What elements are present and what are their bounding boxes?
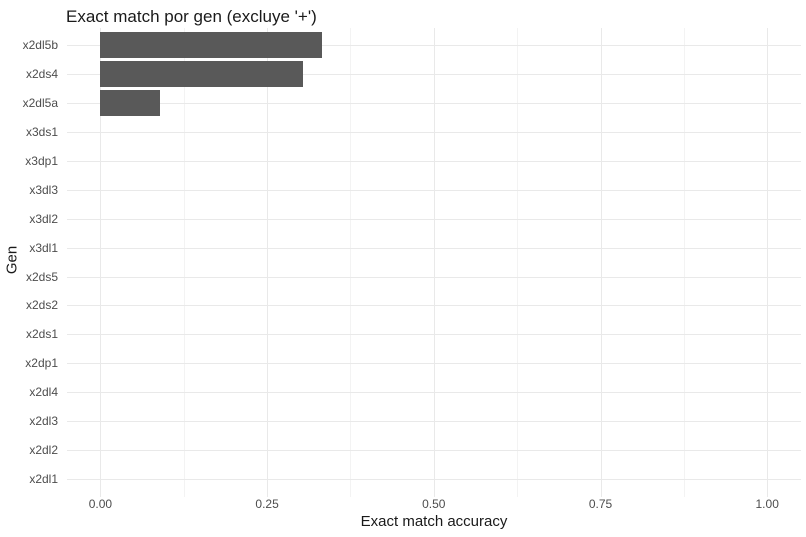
y-tick-label-x3dl3: x3dl3 xyxy=(29,182,58,197)
y-tick-label-x2ds1: x2ds1 xyxy=(25,327,58,342)
grid-line-horizontal xyxy=(67,103,801,105)
bar-x2ds4 xyxy=(100,61,304,88)
grid-line-vertical-major xyxy=(267,28,269,497)
grid-line-horizontal xyxy=(67,218,801,220)
y-tick-label-x3ds1: x3ds1 xyxy=(25,125,58,139)
grid-line-horizontal xyxy=(67,45,801,47)
grid-line-vertical-minor xyxy=(683,28,685,497)
x-tick-label-1.00: 1.00 xyxy=(755,497,779,511)
grid-line-horizontal xyxy=(67,363,801,365)
plot-panel xyxy=(67,28,801,497)
y-tick-label-x2dl2: x2dl2 xyxy=(29,442,58,457)
y-tick-label-x3dp1: x3dp1 xyxy=(25,153,58,168)
grid-line-vertical-major xyxy=(767,28,769,497)
grid-line-horizontal xyxy=(67,421,801,422)
bar-x2dl5a xyxy=(100,90,161,117)
grid-line-vertical-major xyxy=(100,28,102,497)
y-tick-label-x2dl1: x2dl1 xyxy=(29,471,58,486)
grid-line-horizontal xyxy=(67,334,801,336)
grid-line-horizontal xyxy=(67,160,801,162)
grid-line-horizontal xyxy=(67,189,801,191)
grid-line-vertical-major xyxy=(433,28,435,497)
grid-line-horizontal xyxy=(67,478,801,480)
y-tick-label-x2dl3: x2dl3 xyxy=(29,414,58,428)
y-tick-label-x3dl2: x3dl2 xyxy=(29,211,58,226)
y-tick-label-x2ds4: x2ds4 xyxy=(25,67,58,82)
y-tick-label-x2ds5: x2ds5 xyxy=(25,269,58,284)
y-tick-label-x2ds2: x2ds2 xyxy=(25,298,58,313)
grid-line-horizontal xyxy=(67,74,801,76)
x-tick-label-0.75: 0.75 xyxy=(588,497,613,511)
y-tick-label-x2dl5b: x2dl5b xyxy=(22,38,58,53)
grid-line-horizontal xyxy=(67,392,801,394)
grid-line-vertical-minor xyxy=(183,28,185,497)
grid-line-vertical-minor xyxy=(350,28,352,497)
x-tick-label-0.25: 0.25 xyxy=(255,497,279,511)
y-tick-label-x2dp1: x2dp1 xyxy=(25,356,58,371)
grid-line-horizontal xyxy=(67,449,801,451)
chart-title: Exact match por gen (excluye '+') xyxy=(66,7,317,26)
y-tick-label-x2dl4: x2dl4 xyxy=(29,385,58,400)
grid-line-horizontal xyxy=(67,276,801,278)
grid-line-horizontal xyxy=(67,247,801,249)
y-tick-label-x3dl1: x3dl1 xyxy=(29,240,58,255)
x-axis-title: Exact match accuracy xyxy=(360,513,508,530)
x-tick-label-0.50: 0.50 xyxy=(422,497,446,511)
grid-line-vertical-major xyxy=(600,28,602,497)
x-tick-label-0.00: 0.00 xyxy=(88,497,113,511)
grid-line-vertical-minor xyxy=(517,28,519,497)
grid-line-horizontal xyxy=(67,132,801,133)
grid-line-horizontal xyxy=(67,305,801,307)
bar-x2dl5b xyxy=(100,32,323,59)
y-tick-label-x2dl5a: x2dl5a xyxy=(22,96,58,111)
